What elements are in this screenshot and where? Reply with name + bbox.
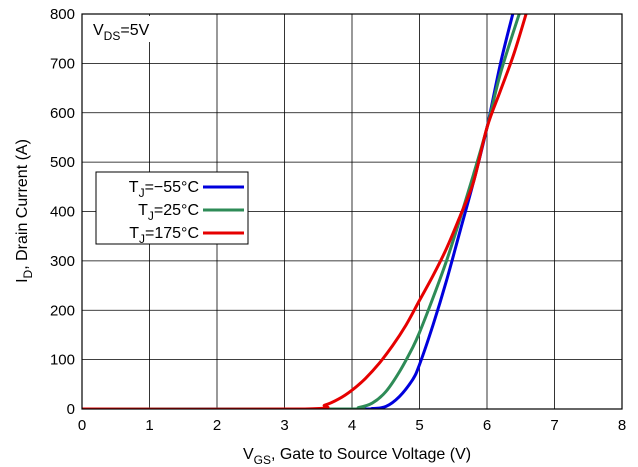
annotation-bg bbox=[89, 16, 169, 42]
legend-label-0: TJ=−55°C bbox=[129, 179, 199, 200]
y-tick-label: 500 bbox=[50, 154, 75, 171]
legend-label-1: TJ=25°C bbox=[138, 202, 199, 223]
y-axis-title: ID, Drain Current (A) bbox=[14, 139, 35, 283]
y-tick-label: 400 bbox=[50, 204, 75, 221]
y-tick-label: 600 bbox=[50, 105, 75, 122]
x-tick-label: 4 bbox=[348, 417, 356, 434]
y-tick-label: 800 bbox=[50, 6, 75, 23]
plot-frame bbox=[81, 13, 623, 410]
y-tick-label: 100 bbox=[50, 352, 75, 369]
y-tick-label: 200 bbox=[50, 302, 75, 319]
x-tick-label: 8 bbox=[618, 417, 626, 434]
series-line-2 bbox=[82, 14, 528, 409]
x-tick-label: 5 bbox=[415, 417, 423, 434]
x-tick-label: 1 bbox=[145, 417, 153, 434]
y-tick-label: 300 bbox=[50, 253, 75, 270]
legend-label-2: TJ=175°C bbox=[129, 225, 199, 246]
x-tick-label: 0 bbox=[78, 417, 86, 434]
x-axis-title: VGS, Gate to Source Voltage (V) bbox=[243, 446, 471, 467]
annotation: VDS=5V bbox=[93, 22, 150, 43]
legend: TJ=−55°CTJ=25°CTJ=175°C bbox=[95, 171, 249, 246]
x-tick-label: 6 bbox=[483, 417, 491, 434]
x-tick-label: 3 bbox=[280, 417, 288, 434]
y-tick-label: 700 bbox=[50, 55, 75, 72]
x-tick-label: 7 bbox=[550, 417, 558, 434]
x-tick-label: 2 bbox=[213, 417, 221, 434]
y-tick-label: 0 bbox=[67, 401, 75, 418]
axes: 0 1 2 3 4 5 6 7 8 0 100 200 300 400 500 600 700 800 bbox=[50, 6, 626, 434]
